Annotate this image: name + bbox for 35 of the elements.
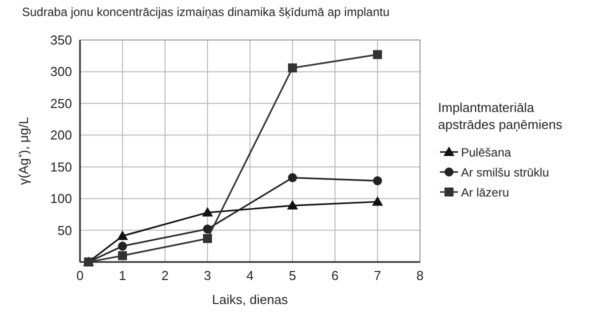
point <box>372 196 383 206</box>
y-tick-label: 350 <box>50 32 72 48</box>
y-tick-label: 300 <box>50 64 72 80</box>
y-tick-label: 50 <box>58 222 72 238</box>
x-tick-label: 1 <box>118 268 126 283</box>
point <box>287 200 298 210</box>
x-tick-label: 4 <box>246 268 254 283</box>
point <box>373 50 382 60</box>
legend-label: Ar lāzeru <box>461 186 510 200</box>
x-tick-label: 8 <box>416 268 424 283</box>
x-tick-label: 5 <box>288 268 296 283</box>
point <box>117 230 128 240</box>
x-tick-label: 0 <box>76 268 84 283</box>
legend-label: Ar smilšu strūklu <box>461 166 550 180</box>
chart-title: Sudraba jonu koncentrācijas izmaiņas dinamika šķīdumā ap implantu <box>22 5 390 19</box>
point <box>203 234 212 244</box>
x-tick-label: 3 <box>204 268 212 283</box>
y-tick-label: 250 <box>50 96 72 111</box>
point <box>288 63 297 72</box>
x-tick-label: 2 <box>161 268 169 283</box>
legend-label: Pulēšana <box>461 146 512 160</box>
y-tick-label: 100 <box>50 191 72 206</box>
point <box>203 224 212 234</box>
point <box>288 173 297 182</box>
point <box>118 242 127 251</box>
point <box>373 176 382 186</box>
point <box>202 207 213 217</box>
point <box>118 251 127 260</box>
legend-title: Implantmateriāla apstrādes paņēmiens <box>438 100 563 132</box>
x-axis-title: Laiks, dienas <box>212 292 288 307</box>
x-tick-label: 7 <box>374 268 382 283</box>
y-tick-label: 200 <box>50 128 72 143</box>
y-tick-label: 150 <box>50 159 72 174</box>
y-axis-title: γ(Ag⁺), μg/L <box>16 117 31 185</box>
x-tick-label: 6 <box>331 268 339 283</box>
